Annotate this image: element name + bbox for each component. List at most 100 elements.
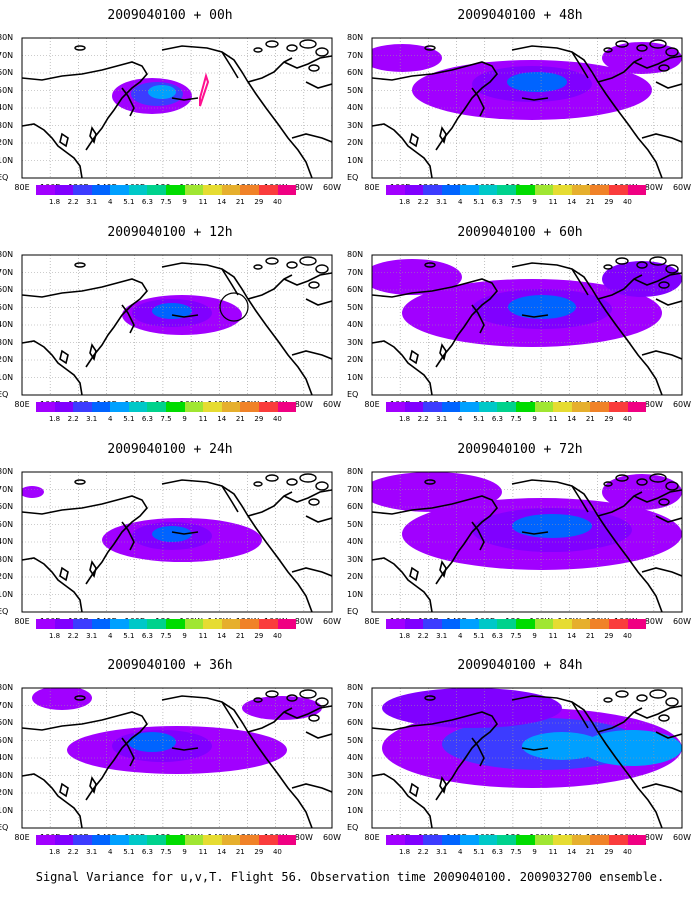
panel-title: 2009040100 + 84h bbox=[457, 658, 583, 673]
lat-tick-label: 30N bbox=[0, 120, 14, 130]
colorbar-swatch bbox=[73, 835, 92, 845]
lat-tick-label: EQ bbox=[347, 823, 359, 832]
colorbar-swatch bbox=[166, 185, 185, 195]
colorbar-tick-label: 3.1 bbox=[86, 415, 98, 423]
colorbar-tick-label: 9 bbox=[532, 415, 537, 423]
coastline bbox=[372, 340, 433, 395]
lat-tick-label: EQ bbox=[347, 173, 359, 182]
coastline bbox=[247, 274, 293, 300]
colorbar-tick-label: 21 bbox=[235, 848, 245, 856]
colorbar-tick-label: 5.1 bbox=[473, 198, 485, 206]
colorbar-swatch bbox=[478, 402, 498, 412]
colorbar-swatch bbox=[423, 619, 442, 629]
lon-tick-label: 80E bbox=[14, 183, 29, 192]
island-outline bbox=[636, 694, 648, 702]
lat-tick-label: 10N bbox=[347, 805, 364, 815]
island-outline bbox=[315, 47, 329, 57]
colorbar-swatch bbox=[534, 185, 554, 195]
colorbar-swatch bbox=[423, 402, 442, 412]
colorbar-tick-label: 7.5 bbox=[510, 198, 522, 206]
lon-tick-label: 80E bbox=[14, 617, 29, 626]
colorbar-swatch bbox=[277, 619, 297, 629]
colorbar-swatch bbox=[240, 402, 259, 412]
coastline bbox=[161, 45, 313, 178]
lon-tick-label: 60W bbox=[673, 833, 691, 842]
colorbar-tick-label: 1.8 bbox=[48, 415, 61, 423]
island-outline bbox=[299, 689, 317, 699]
lon-tick-label: 60W bbox=[323, 833, 341, 842]
island-outline bbox=[286, 261, 298, 269]
island-outline bbox=[658, 498, 670, 506]
lat-tick-label: EQ bbox=[0, 390, 9, 399]
colorbar-swatch bbox=[423, 185, 442, 195]
map-plot: 80E100E120E140E160E180160W140W120W100W80… bbox=[364, 254, 691, 409]
coastline bbox=[22, 711, 148, 801]
island-outline bbox=[658, 281, 670, 289]
island-outline bbox=[253, 481, 263, 487]
colorbar-swatch bbox=[478, 835, 498, 845]
colorbar-tick-label: 11 bbox=[198, 198, 208, 206]
colorbar-swatch bbox=[441, 619, 461, 629]
variance-shading bbox=[372, 44, 442, 72]
colorbar-swatch bbox=[277, 185, 297, 195]
island-outline bbox=[424, 479, 436, 485]
coastline bbox=[439, 560, 447, 578]
coastline bbox=[372, 61, 498, 151]
lon-tick-label: 80W bbox=[295, 833, 313, 842]
colorbar bbox=[36, 402, 297, 412]
colorbar-swatch bbox=[203, 619, 222, 629]
colorbar-tick-label: 14 bbox=[567, 198, 577, 206]
lat-tick-label: 60N bbox=[347, 502, 364, 511]
map-panel: 2009040100 + 24h 80E100E120E140E160E18016… bbox=[0, 442, 341, 652]
colorbar-swatch bbox=[460, 835, 479, 845]
colorbar-swatch bbox=[627, 835, 647, 845]
lat-tick-label: 50N bbox=[0, 302, 14, 312]
coastline bbox=[471, 737, 485, 767]
map-plot: 80E100E120E140E160E180160W140W120W100W80… bbox=[364, 687, 691, 842]
coastline bbox=[89, 560, 97, 578]
map-plot: 80E100E120E140E160E180160W140W120W100W80… bbox=[14, 687, 341, 842]
colorbar-swatch bbox=[553, 619, 572, 629]
colorbar-tick-label: 2.2 bbox=[67, 632, 79, 640]
colorbar-tick-label: 7.5 bbox=[160, 415, 172, 423]
panel-title: 2009040100 + 60h bbox=[457, 225, 583, 240]
colorbar-swatch bbox=[627, 619, 647, 629]
colorbar-tick-label: 2.2 bbox=[417, 415, 429, 423]
map-panel: 2009040100 + 72h 80E100E120E140E160E18016… bbox=[347, 442, 691, 652]
lat-tick-label: 30N bbox=[0, 554, 14, 564]
map-plot: 80E100E120E140E160E180160W140W120W100W80… bbox=[14, 37, 341, 192]
colorbar-swatch bbox=[147, 402, 167, 412]
colorbar-tick-label: 29 bbox=[254, 848, 264, 856]
colorbar-tick-label: 11 bbox=[198, 848, 208, 856]
colorbar-swatch bbox=[147, 185, 167, 195]
lat-tick-label: 60N bbox=[0, 285, 14, 294]
coastline bbox=[471, 87, 485, 117]
colorbar-swatch bbox=[54, 835, 74, 845]
panel-title: 2009040100 + 48h bbox=[457, 8, 583, 23]
lat-tick-label: EQ bbox=[0, 823, 9, 832]
panel-title: 2009040100 + 24h bbox=[107, 442, 233, 457]
colorbar-swatch bbox=[627, 402, 647, 412]
colorbar-swatch bbox=[221, 185, 241, 195]
colorbar-tick-label: 11 bbox=[198, 632, 208, 640]
coastline bbox=[283, 55, 332, 69]
colorbar-swatch bbox=[460, 402, 479, 412]
colorbar-swatch bbox=[534, 619, 554, 629]
colorbar-swatch bbox=[460, 619, 479, 629]
lon-tick-label: 60W bbox=[323, 400, 341, 409]
lon-tick-label: 80W bbox=[295, 400, 313, 409]
lat-tick-label: 40N bbox=[347, 103, 364, 112]
colorbar-tick-label: 1.8 bbox=[48, 848, 61, 856]
island-outline bbox=[603, 264, 613, 270]
coastline bbox=[471, 521, 485, 551]
lon-tick-label: 60W bbox=[673, 400, 691, 409]
lat-tick-label: 20N bbox=[0, 138, 14, 147]
coastline bbox=[633, 272, 682, 286]
coastline bbox=[22, 61, 148, 151]
variance-shading bbox=[152, 303, 192, 319]
colorbar-swatch bbox=[404, 402, 424, 412]
lat-tick-label: 70N bbox=[0, 50, 14, 60]
lat-tick-label: 30N bbox=[347, 770, 364, 780]
lat-tick-label: 50N bbox=[347, 302, 364, 312]
lat-tick-label: 30N bbox=[0, 770, 14, 780]
